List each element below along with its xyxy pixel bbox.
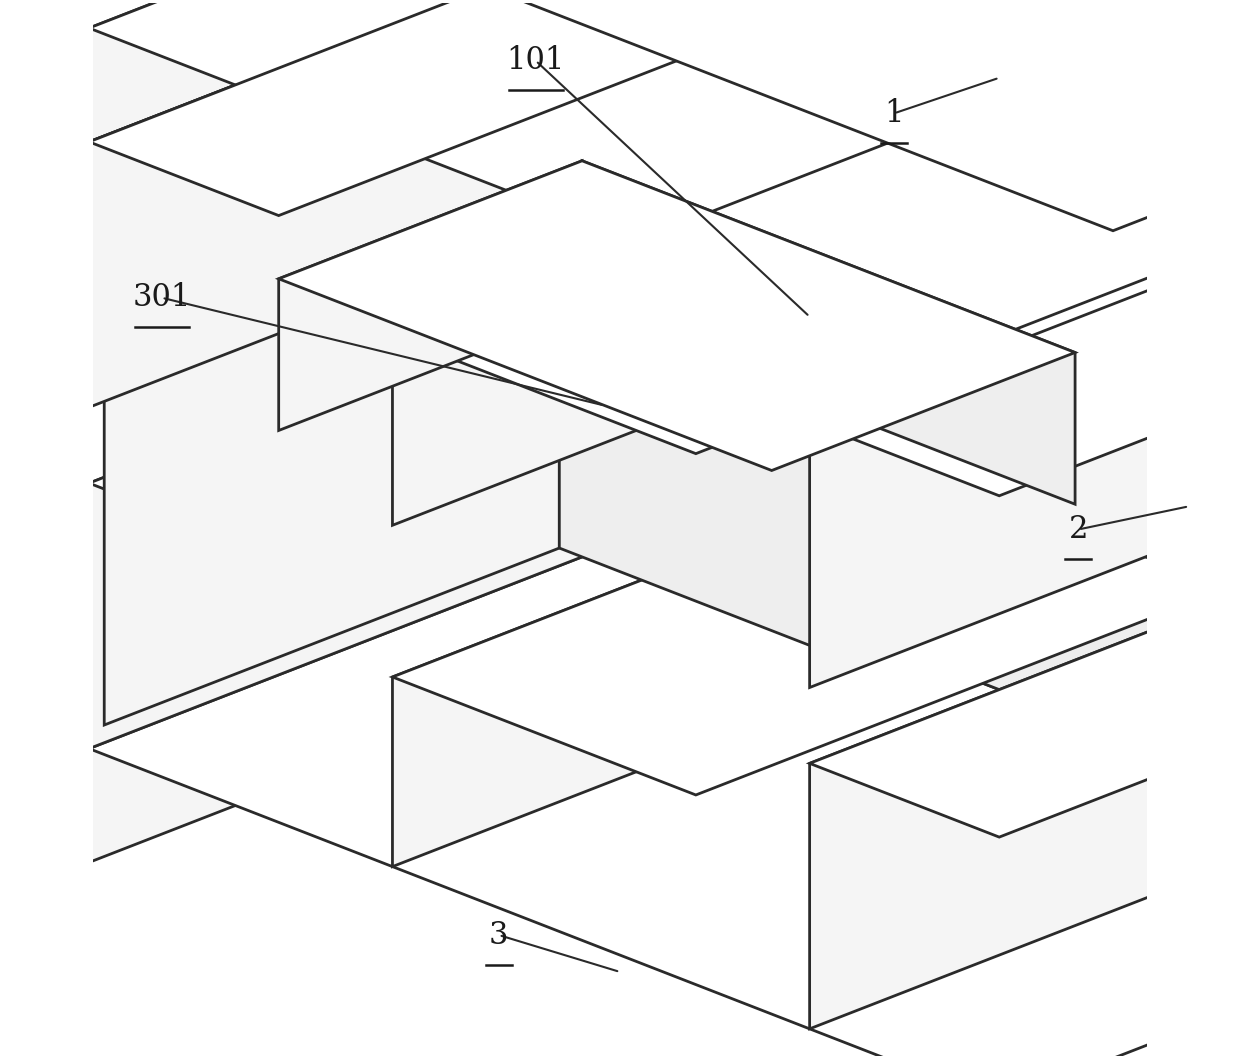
Polygon shape (392, 129, 1226, 453)
Polygon shape (620, 542, 1240, 1010)
Polygon shape (392, 470, 924, 866)
Polygon shape (51, 0, 1240, 231)
Polygon shape (279, 161, 582, 430)
Text: 2: 2 (1069, 514, 1087, 545)
Polygon shape (810, 216, 1240, 496)
Polygon shape (810, 557, 1240, 1029)
Text: 1: 1 (884, 97, 904, 129)
Polygon shape (620, 276, 810, 616)
Polygon shape (620, 0, 1240, 289)
Polygon shape (559, 0, 825, 651)
Polygon shape (89, 0, 1240, 382)
Polygon shape (810, 216, 1240, 687)
Polygon shape (89, 0, 620, 408)
Polygon shape (392, 470, 1226, 795)
Polygon shape (430, 0, 1240, 220)
Polygon shape (924, 470, 1226, 778)
Polygon shape (620, 0, 810, 274)
Polygon shape (89, 542, 1240, 1059)
Polygon shape (104, 0, 825, 259)
Polygon shape (89, 542, 620, 862)
Polygon shape (582, 161, 1075, 504)
Text: 301: 301 (133, 283, 191, 313)
Polygon shape (89, 276, 810, 557)
Polygon shape (392, 129, 924, 525)
Polygon shape (89, 276, 620, 749)
Polygon shape (89, 0, 810, 216)
Text: 3: 3 (489, 919, 508, 951)
Polygon shape (279, 161, 1075, 470)
Polygon shape (810, 557, 1240, 837)
Polygon shape (89, 0, 620, 142)
Polygon shape (924, 129, 1226, 436)
Polygon shape (104, 0, 559, 725)
Text: 101: 101 (506, 46, 565, 76)
